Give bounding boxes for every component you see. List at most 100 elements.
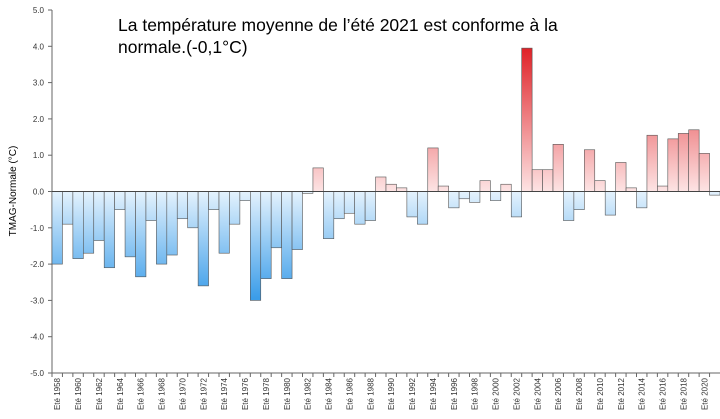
- bar: [83, 191, 95, 254]
- bar: [93, 191, 105, 241]
- bar: [187, 191, 199, 229]
- x-tick-label: Eté 1994: [429, 377, 438, 410]
- x-tick-label: Eté 1976: [241, 377, 250, 410]
- bar: [573, 191, 585, 210]
- x-tick-label: Eté 2006: [554, 377, 563, 410]
- bar: [343, 191, 355, 214]
- bar: [563, 191, 575, 221]
- x-tick-label: Eté 2016: [659, 377, 668, 410]
- bar: [646, 134, 658, 192]
- bar: [584, 149, 596, 192]
- bar: [427, 147, 439, 192]
- bar: [385, 183, 397, 192]
- bar: [333, 191, 345, 220]
- bar: [270, 191, 282, 249]
- x-tick-label: Eté 1982: [304, 377, 313, 410]
- x-tick-label: Eté 1988: [366, 377, 375, 410]
- bar: [657, 185, 669, 192]
- x-tick-label: Eté 1986: [345, 377, 354, 410]
- bar: [156, 191, 168, 265]
- bar: [176, 191, 188, 220]
- x-tick-label: Eté 1968: [158, 377, 167, 410]
- bar: [531, 169, 543, 192]
- bar: [625, 187, 637, 192]
- x-tick-label: Eté 2012: [617, 377, 626, 410]
- x-tick-label: Eté 1996: [450, 377, 459, 410]
- chart-title: La température moyenne de l’été 2021 est…: [118, 15, 558, 57]
- bar: [260, 191, 272, 279]
- bar: [688, 129, 700, 192]
- y-tick-label: 3.0: [33, 79, 45, 88]
- bar: [281, 191, 293, 279]
- bar: [135, 191, 147, 278]
- y-tick-label: 2.0: [33, 115, 45, 124]
- x-tick-label: Eté 1966: [137, 377, 146, 410]
- bar: [124, 191, 136, 258]
- x-tick-label: Eté 1980: [283, 377, 292, 410]
- y-tick-label: 1.0: [33, 151, 45, 160]
- bar: [396, 187, 408, 192]
- bar: [552, 144, 564, 192]
- x-tick-label: Eté 1978: [262, 377, 271, 410]
- x-tick-label: Eté 1972: [199, 377, 208, 410]
- x-tick-label: Eté 2002: [512, 377, 521, 410]
- bar: [510, 191, 522, 218]
- bar: [323, 191, 335, 239]
- x-tick-label: Eté 1974: [220, 377, 229, 410]
- bar: [542, 169, 554, 192]
- y-tick-label: -3.0: [30, 296, 44, 305]
- bar: [698, 153, 710, 192]
- bar: [458, 191, 470, 200]
- bar: [145, 191, 157, 221]
- bar: [709, 191, 720, 196]
- x-tick-label: Eté 2020: [700, 377, 709, 410]
- bar: [197, 191, 209, 287]
- bar: [521, 47, 533, 192]
- bar: [615, 162, 627, 192]
- y-tick-label: -4.0: [30, 333, 44, 342]
- bar: [490, 191, 502, 201]
- bar: [229, 191, 241, 225]
- y-tick-label: 0.0: [33, 188, 45, 197]
- bar: [291, 191, 303, 250]
- y-tick-label: -1.0: [30, 224, 44, 233]
- bar: [166, 191, 178, 256]
- y-axis-label: TMAG-Normale (°C): [8, 146, 19, 237]
- bar: [594, 180, 606, 192]
- x-tick-label: Eté 1992: [408, 377, 417, 410]
- bar: [72, 191, 84, 259]
- bar: [208, 191, 220, 210]
- bar: [406, 191, 418, 218]
- bar: [479, 180, 491, 192]
- bar: [114, 191, 126, 210]
- x-tick-label: Eté 1958: [53, 377, 62, 410]
- bar: [500, 183, 512, 192]
- bar: [62, 191, 74, 225]
- x-tick-label: Eté 1964: [116, 377, 125, 410]
- x-tick-label: Eté 1998: [471, 377, 480, 410]
- x-tick-label: Eté 2004: [533, 377, 542, 410]
- bar: [677, 133, 689, 192]
- bar: [448, 191, 460, 209]
- y-tick-label: -2.0: [30, 260, 44, 269]
- y-tick-label: -5.0: [30, 369, 44, 378]
- x-tick-label: Eté 2010: [596, 377, 605, 410]
- bar: [51, 191, 63, 265]
- bar: [218, 191, 230, 254]
- bar: [103, 191, 115, 269]
- bar: [667, 138, 679, 192]
- bar: [239, 191, 251, 201]
- x-tick-label: Eté 2008: [575, 377, 584, 410]
- bar: [354, 191, 366, 225]
- bar: [417, 191, 429, 225]
- x-tick-label: Eté 1970: [178, 377, 187, 410]
- bar: [636, 191, 648, 209]
- bar: [250, 191, 262, 301]
- bar: [469, 191, 481, 203]
- x-tick-label: Eté 1990: [387, 377, 396, 410]
- bar: [437, 185, 449, 192]
- bar: [364, 191, 376, 221]
- x-tick-label: Eté 1962: [95, 377, 104, 410]
